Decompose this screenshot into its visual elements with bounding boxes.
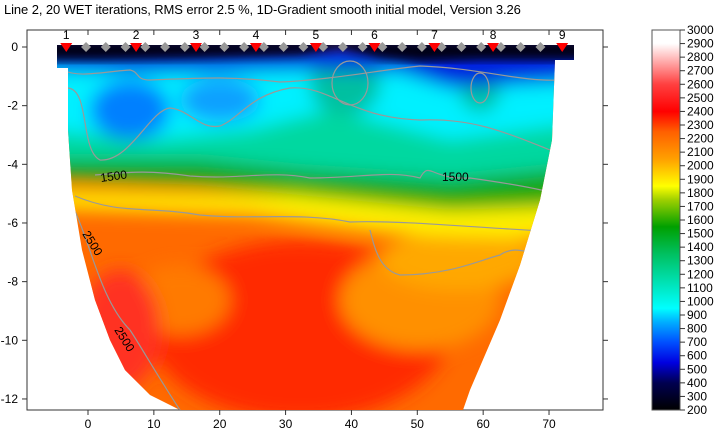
colorbar-tick-label: 2600 [687,77,714,91]
geophone-icon [397,42,408,52]
shot-markers: 1 2 3 4 5 6 7 8 9 [60,28,569,52]
shot-triangle-icon [487,43,500,52]
colorbar-tick-label: 900 [687,308,707,322]
x-tick-label: 60 [476,417,490,431]
geophone-icon [199,42,210,52]
geophone-icon [258,42,269,52]
shot-triangle-icon [130,43,143,52]
top-axis-ticks [87,30,550,35]
geophone-icon [179,42,190,52]
colorbar-tick-label: 1100 [687,281,713,295]
shot-label: 7 [431,28,438,42]
colorbar-tick-label: 700 [687,335,707,349]
colorbar-tick-label: 1900 [687,172,714,186]
colorbar-tick-label: 1300 [687,254,714,268]
colorbar-tick-label: 2500 [687,91,714,105]
colorbar-tick-label: 2800 [687,50,714,64]
colorbar-tick-label: 300 [687,389,707,403]
shot-label: 2 [133,28,140,42]
y-axis: 0 -2 -4 -6 -8 -10 -12 [1,40,608,406]
colorbar-tick-label: 1700 [687,199,714,213]
shot-triangle-icon [60,43,73,52]
geophone-icon [298,42,309,52]
y-tick-label: -4 [7,157,18,171]
contour-label: 1500 [99,167,128,185]
x-tick-label: 70 [542,417,556,431]
colorbar-tick-label: 2700 [687,64,714,78]
chart-title: Line 2, 20 WET iterations, RMS error 2.5… [4,2,521,17]
geophone-icon [515,42,526,52]
x-tick-label: 50 [411,417,425,431]
shot-triangle-icon [249,43,262,52]
y-tick-label: 0 [11,40,18,54]
contour-lines [61,60,561,410]
shot-triangle-icon [368,43,381,52]
shot-triangle-icon [428,43,441,52]
colorbar-tick-label: 2300 [687,118,714,132]
colorbar-tick-label: 200 [687,403,707,417]
colorbar-tick-label: 3000 [687,23,714,37]
geophone-icon [535,42,546,52]
geophone-icon [81,42,92,52]
geophone-icon [278,42,289,52]
colorbar-tick-label: 400 [687,376,707,390]
shot-label: 4 [253,28,260,42]
colorbar-ticks: 3000290028002700260025002400230022002100… [680,23,714,417]
geophone-icon [140,42,151,52]
colorbar-tick-label: 600 [687,349,707,363]
geophone-icon [377,42,388,52]
colorbar-tick-label: 1800 [687,186,714,200]
colorbar-tick-label: 2400 [687,104,714,118]
geophone-icon [239,42,250,52]
shot-triangle-icon [309,43,322,52]
shot-label: 9 [559,28,566,42]
shot-label: 8 [490,28,497,42]
y-tick-label: -12 [1,392,19,406]
geophone-icon [120,42,131,52]
contour-label: 1500 [442,170,469,184]
shot-label: 1 [63,28,70,42]
x-axis: 0 10 20 30 40 50 60 70 [85,410,556,431]
x-tick-label: 10 [147,417,161,431]
y-tick-label: -2 [7,99,18,113]
colorbar-tick-label: 2000 [687,159,714,173]
colorbar-tick-label: 2900 [687,37,714,51]
x-tick-label: 20 [213,417,227,431]
shot-triangle-icon [190,43,203,52]
x-tick-label: 0 [85,417,92,431]
geophone-icon [476,42,487,52]
colorbar-tick-label: 2100 [687,145,714,159]
colorbar-tick-label: 800 [687,322,707,336]
colorbar-tick-label: 500 [687,362,707,376]
y-tick-label: -6 [7,216,18,230]
shot-triangle-icon [556,43,569,52]
colorbar-tick-label: 1400 [687,240,714,254]
colorbar-tick-label: 1600 [687,213,714,227]
geophone-icon [160,42,171,52]
geophone-icon [357,42,368,52]
shot-label: 5 [313,28,320,42]
velocity-model [57,45,574,410]
geophone-icon [219,42,230,52]
colorbar-tick-label: 1200 [687,267,714,281]
geophone-icon [495,42,506,52]
colorbar-tick-label: 1000 [687,294,714,308]
colorbar [651,29,681,411]
colorbar-tick-label: 1500 [687,227,714,241]
x-tick-label: 30 [279,417,293,431]
y-tick-label: -10 [1,333,19,347]
geophone-markers [81,42,546,52]
geophone-icon [416,42,427,52]
y-tick-label: -8 [7,275,18,289]
colorbar-tick-label: 2200 [687,132,714,146]
geophone-icon [100,42,111,52]
geophone-icon [337,42,348,52]
x-tick-label: 40 [345,417,359,431]
shot-label: 6 [371,28,378,42]
geophone-icon [456,42,467,52]
shot-label: 3 [193,28,200,42]
